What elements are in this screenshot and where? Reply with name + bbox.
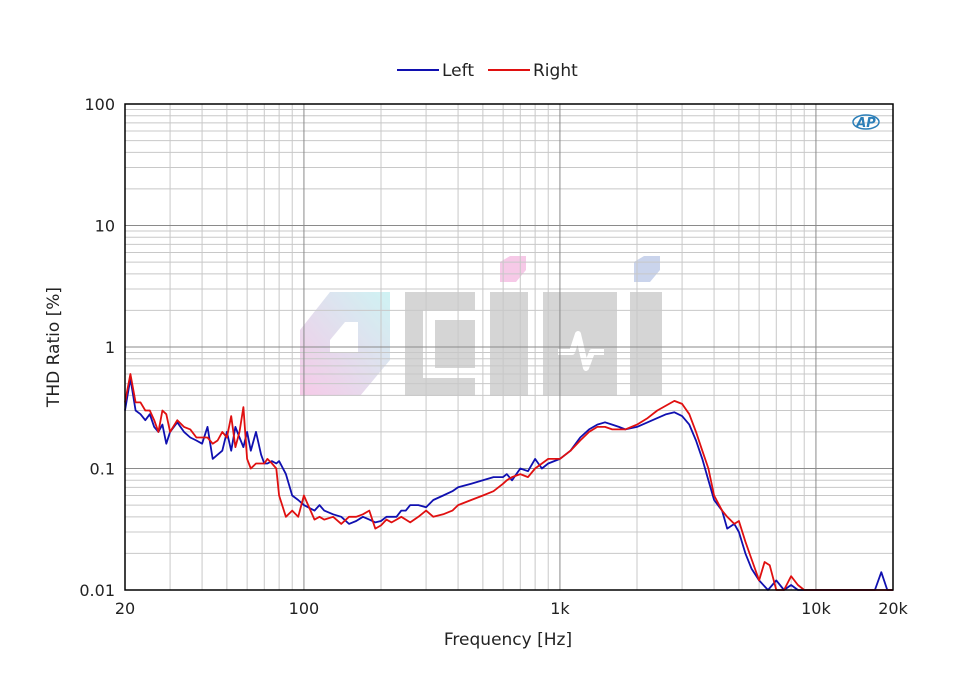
- ap-logo: AP: [852, 114, 880, 131]
- legend-label-left: Left: [442, 61, 474, 81]
- y-tick-labels: 0.01 0.1 1 10 100: [79, 95, 115, 600]
- cimi-watermark-logo: [300, 256, 662, 396]
- legend: Left Right: [397, 61, 578, 81]
- x-tick-label: 1k: [550, 599, 570, 618]
- x-tick-label: 10k: [801, 599, 831, 618]
- plot-frame: [124, 103, 894, 591]
- x-axis-title: Frequency [Hz]: [444, 630, 572, 650]
- series-layer: [124, 373, 893, 591]
- y-tick-label: 1: [105, 338, 115, 357]
- x-tick-labels: 20 100 1k 10k 20k: [115, 599, 909, 618]
- y-axis-title: THD Ratio [%]: [44, 287, 64, 408]
- series-line-left: [124, 377, 893, 591]
- legend-label-right: Right: [533, 61, 578, 81]
- y-tick-label: 100: [84, 95, 115, 114]
- x-tick-label: 20: [115, 599, 135, 618]
- x-tick-label: 20k: [878, 599, 908, 618]
- y-tick-label: 0.01: [79, 581, 115, 600]
- ap-logo-text: AP: [855, 116, 876, 131]
- y-tick-label: 0.1: [90, 460, 115, 479]
- x-tick-label: 100: [289, 599, 320, 618]
- series-line-right: [124, 373, 893, 591]
- y-tick-label: 10: [95, 217, 115, 236]
